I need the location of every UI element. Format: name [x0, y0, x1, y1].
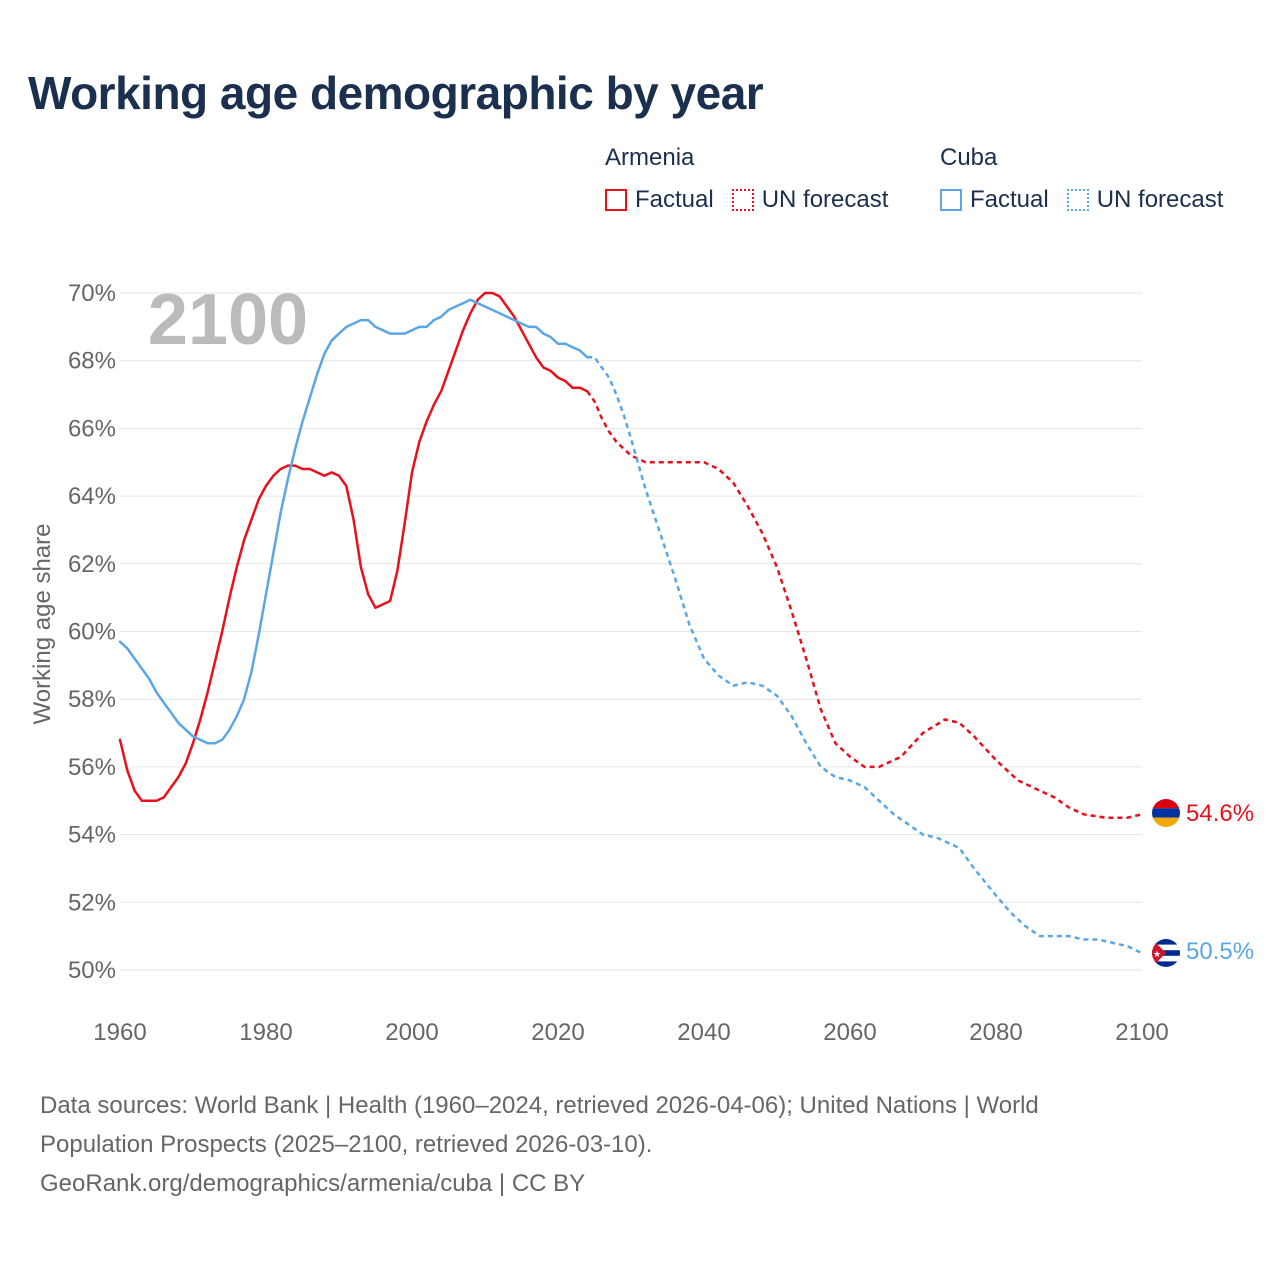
y-tick-label: 68% [68, 348, 116, 375]
legend-label: Factual [970, 186, 1049, 213]
y-axis-ticks: 70% 68% 66% 64% 62% 60% 58% 56% 54% 52% 50% [68, 280, 116, 984]
y-tick-label: 70% [68, 280, 116, 307]
line-chart: 2100 70% 68% 66% 64% 62% 60% 58% 56% 54% 52% 50% 1… [29, 280, 1254, 1046]
y-axis-label: Working age share [29, 524, 56, 725]
armenia-flag-icon [1152, 799, 1180, 827]
y-tick-label: 52% [68, 889, 116, 916]
armenia-factual-line[interactable] [118, 291, 589, 803]
year-watermark: 2100 [148, 280, 308, 360]
y-tick-label: 62% [68, 551, 116, 578]
x-tick-label: 2020 [531, 1019, 584, 1046]
x-tick-label: 1980 [239, 1019, 292, 1046]
cuba-forecast-line[interactable] [587, 356, 1143, 955]
legend-cuba-forecast[interactable]: UN forecast [1066, 186, 1224, 214]
svg-text:★: ★ [1153, 949, 1161, 959]
footer-line: Population Prospects (2025–2100, retriev… [40, 1131, 653, 1158]
legend-swatch-dotted-icon [1066, 189, 1089, 211]
armenia-end-value-label: 54.6% [1186, 800, 1254, 827]
legend-group-name: Cuba [940, 144, 998, 171]
x-tick-label: 2060 [823, 1019, 876, 1046]
legend-group-cuba: Cuba Factual UN forecast [940, 144, 1223, 214]
y-tick-label: 64% [68, 483, 116, 510]
legend-armenia-forecast[interactable]: UN forecast [731, 186, 889, 214]
legend-armenia-factual[interactable]: Factual [605, 186, 714, 214]
x-axis-ticks: 1960 1980 2000 2020 2040 2060 2080 2100 [93, 1019, 1168, 1046]
cuba-factual-line[interactable] [118, 298, 589, 745]
legend-label: UN forecast [761, 186, 889, 213]
gridlines [120, 292, 1142, 971]
y-tick-label: 60% [68, 619, 116, 646]
legend-swatch-solid-icon [940, 189, 962, 211]
y-tick-label: 50% [68, 957, 116, 984]
x-tick-label: 2040 [677, 1019, 730, 1046]
legend-cuba-factual[interactable]: Factual [940, 186, 1049, 214]
armenia-forecast-line[interactable] [586, 390, 1143, 819]
legend-swatch-dotted-icon [731, 189, 754, 211]
y-tick-label: 58% [68, 686, 116, 713]
series-lines [118, 291, 1143, 955]
cuba-end-value-label: 50.5% [1186, 938, 1254, 965]
legend-group-armenia: Armenia Factual UN forecast [605, 144, 888, 214]
x-tick-label: 1960 [93, 1019, 146, 1046]
x-tick-label: 2100 [1115, 1019, 1168, 1046]
legend-group-name: Armenia [605, 144, 695, 171]
legend-label: UN forecast [1096, 186, 1224, 213]
chart-title: Working age demographic by year [28, 67, 764, 119]
y-tick-label: 66% [68, 415, 116, 442]
legend-label: Factual [635, 186, 714, 213]
x-tick-label: 2000 [385, 1019, 438, 1046]
footer-line: Data sources: World Bank | Health (1960–… [40, 1092, 1039, 1119]
footer-sources: Data sources: World Bank | Health (1960–… [40, 1086, 1240, 1203]
legend-swatch-solid-icon [605, 189, 627, 211]
x-tick-label: 2080 [969, 1019, 1022, 1046]
y-tick-label: 56% [68, 754, 116, 781]
y-tick-label: 54% [68, 822, 116, 849]
cuba-flag-icon: ★ [1152, 939, 1180, 967]
footer-line[interactable]: GeoRank.org/demographics/armenia/cuba | … [40, 1170, 586, 1197]
